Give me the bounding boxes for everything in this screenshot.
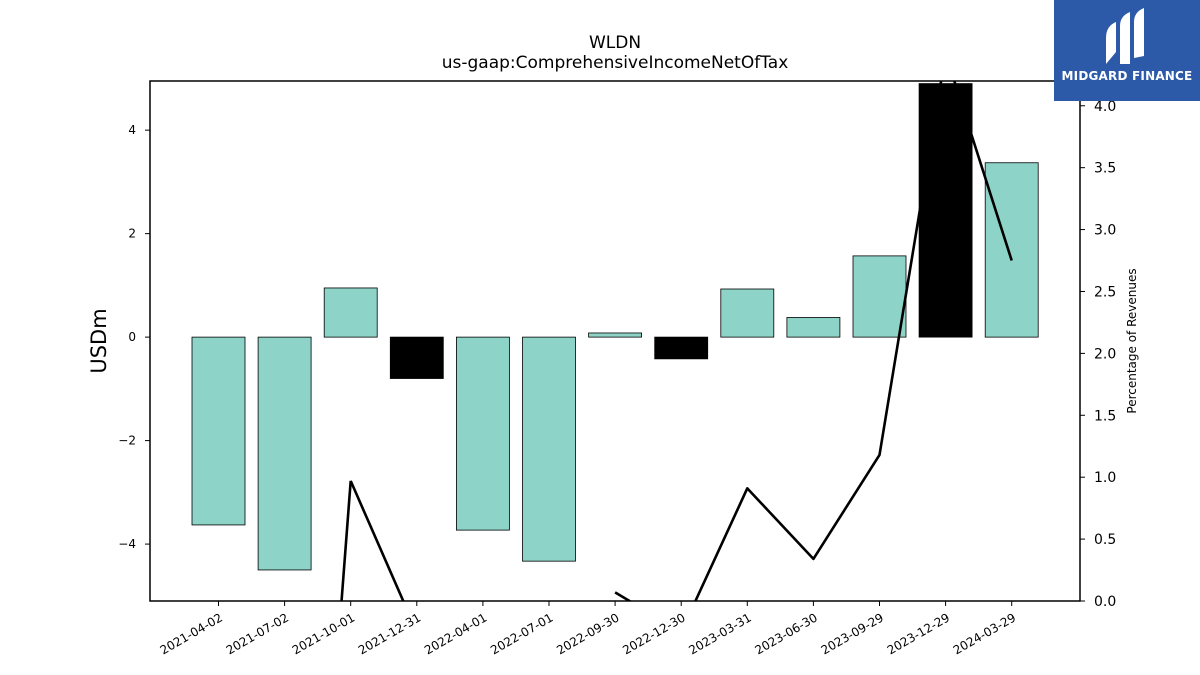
bar (257, 336, 312, 571)
bar (918, 83, 973, 338)
bar (588, 332, 642, 338)
series-line (349, 480, 405, 601)
bar (323, 287, 378, 338)
logo: MIDGARD FINANCE (1054, 0, 1200, 101)
x-tick-label: 2021-12-31 (356, 610, 423, 657)
logo-text: MIDGARD FINANCE (1061, 69, 1193, 83)
y2-tick-label: 2.5 (1094, 284, 1116, 300)
y-axis-label: USDm (87, 308, 111, 373)
chart-subtitle: us-gaap:ComprehensiveIncomeNetOfTax (442, 53, 789, 73)
bar (654, 336, 709, 360)
y-tick-label: −4 (118, 537, 136, 551)
x-tick-label: 2021-04-02 (158, 610, 225, 657)
bar (191, 336, 246, 526)
bar (455, 336, 510, 531)
line-group (340, 81, 1013, 601)
x-tick-label: 2024-03-29 (951, 610, 1018, 657)
bar (852, 255, 907, 338)
x-tick-label: 2023-09-29 (819, 610, 886, 657)
bar (389, 336, 444, 379)
x-tick-label: 2023-03-31 (686, 610, 753, 657)
y-tick-label: −2 (118, 434, 136, 448)
x-tick-label: 2023-06-30 (752, 610, 819, 657)
x-tick-label: 2021-10-01 (290, 610, 357, 657)
y2-tick-label: 2.0 (1094, 346, 1116, 362)
series-line (614, 81, 1013, 601)
y2-tick-label: 3.0 (1094, 223, 1116, 239)
bar (522, 336, 576, 562)
chart-title: WLDN (589, 33, 641, 53)
logo-mark-icon (1106, 8, 1144, 64)
x-tick-label: 2022-12-30 (620, 610, 687, 657)
y2-tick-label: 1.0 (1094, 470, 1116, 486)
bar (720, 288, 775, 338)
x-tick-label: 2022-09-30 (554, 610, 621, 657)
x-tick-label: 2021-07-02 (224, 610, 291, 657)
y2-tick-label: 1.5 (1094, 408, 1116, 424)
bar (786, 317, 841, 338)
y-tick-label: 2 (128, 227, 136, 241)
bar (984, 162, 1039, 338)
y2-tick-label: 0.5 (1094, 532, 1116, 548)
x-tick-label: 2023-12-29 (885, 610, 952, 657)
y-tick-label: 0 (128, 330, 136, 344)
x-tick-label: 2022-04-01 (422, 610, 489, 657)
y2-tick-label: 3.5 (1094, 161, 1116, 177)
y-tick-label: 4 (128, 123, 136, 137)
series-line-tail (340, 480, 352, 601)
y2-tick-label: 4.0 (1094, 99, 1116, 115)
x-tick-label: 2022-07-01 (488, 610, 555, 657)
bars-group (191, 83, 1039, 571)
y2-tick-label: 0.0 (1094, 594, 1116, 610)
y2-axis-label: Percentage of Revenues (1125, 268, 1139, 413)
